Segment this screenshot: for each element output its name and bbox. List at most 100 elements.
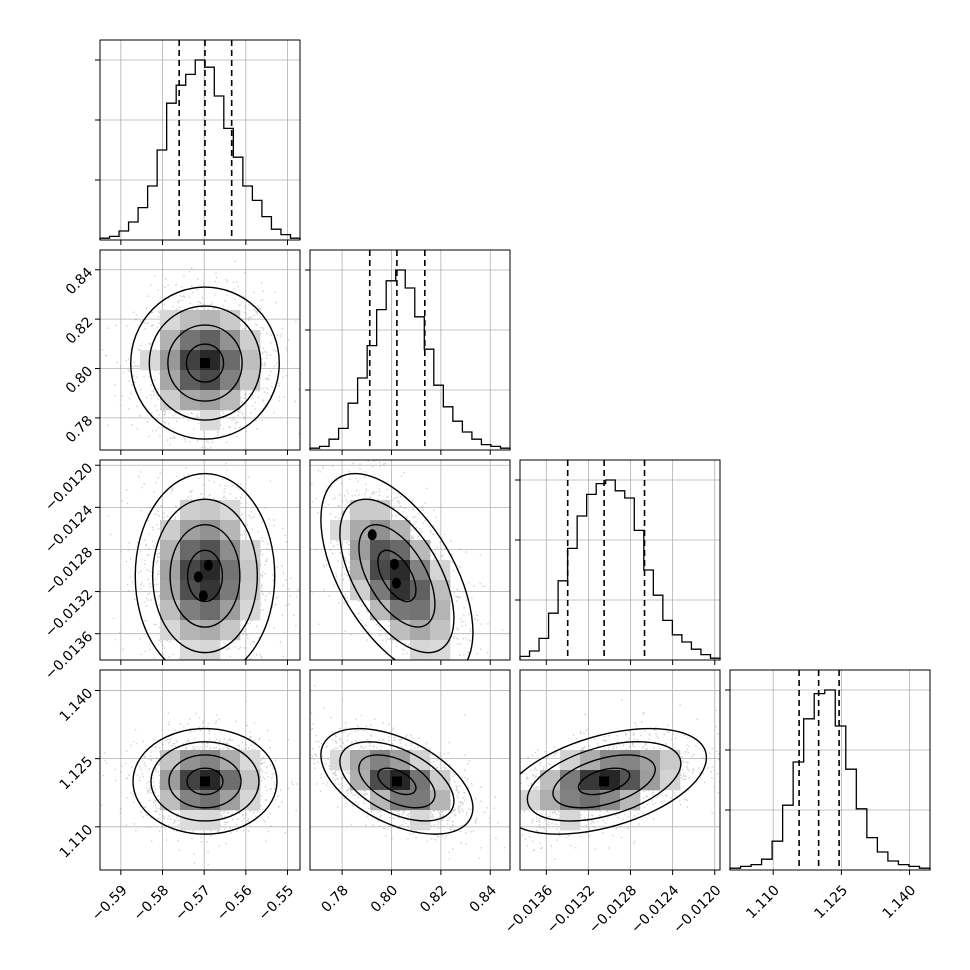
histogram-bar <box>358 378 368 450</box>
density-cell <box>200 330 221 351</box>
x-tick-label: 0.80 <box>368 882 401 915</box>
histogram-panel-4 <box>725 669 931 875</box>
histogram-bar <box>329 439 339 450</box>
contour-level-3 <box>150 741 260 822</box>
histogram-bar <box>262 217 272 240</box>
histogram-step-line <box>99 59 301 240</box>
density-cell <box>430 620 451 641</box>
density-cell <box>160 580 181 601</box>
histogram-panel-3 <box>515 459 721 665</box>
density-cell <box>580 770 601 791</box>
histogram-bar <box>856 809 867 870</box>
x-tick-label: −0.57 <box>172 882 214 924</box>
density-cell <box>350 750 371 771</box>
histogram-bar <box>762 859 773 870</box>
histogram-bar <box>539 638 549 660</box>
histogram-bar <box>825 690 836 870</box>
histogram-bar <box>867 838 878 870</box>
density-peak <box>198 590 208 602</box>
density-cell <box>410 640 431 660</box>
panel-frame <box>309 459 511 661</box>
panel-content <box>310 460 504 660</box>
histogram-bar <box>682 642 692 660</box>
density-cell <box>370 560 391 581</box>
contour-level-3 <box>526 741 682 822</box>
density-cell <box>160 540 181 561</box>
histogram-bar <box>615 491 625 660</box>
density-cell <box>180 350 201 371</box>
x-tick-label: 1.125 <box>811 882 851 922</box>
y-tick-labels: 0.780.800.820.84−0.0136−0.0132−0.0128−0.… <box>42 265 96 862</box>
density-cell <box>430 560 451 581</box>
panel-content <box>107 460 299 660</box>
density-cell <box>410 750 431 771</box>
histogram-bar <box>281 235 291 240</box>
density-cell <box>200 500 221 521</box>
contour-level-3 <box>339 498 455 654</box>
density-cell <box>240 370 261 391</box>
density-cell <box>540 770 561 791</box>
contour-level-4 <box>132 727 278 835</box>
histogram-bar <box>157 150 167 240</box>
histogram-bar <box>415 317 425 450</box>
panel-frame <box>519 459 721 661</box>
histogram-bar <box>148 186 158 240</box>
density-cell <box>410 560 431 581</box>
histogram-bar <box>176 85 186 240</box>
contour-level-1 <box>186 767 224 796</box>
density-cell <box>350 540 371 561</box>
contour-level-1 <box>185 343 225 383</box>
density-cell <box>200 750 221 771</box>
density-cell <box>160 770 181 791</box>
density-cell <box>220 540 241 561</box>
contour-level-3 <box>151 498 259 654</box>
histogram-bar <box>653 595 663 660</box>
histogram-bar <box>339 428 349 450</box>
density-peak <box>200 776 210 787</box>
histogram-bar <box>888 861 899 870</box>
histogram-bar <box>634 530 644 660</box>
density-cell <box>240 350 261 371</box>
panel-frame <box>519 669 721 871</box>
contour-level-4 <box>320 472 474 660</box>
density-cell <box>220 770 241 791</box>
histogram-bar <box>367 346 377 450</box>
density-cell <box>620 770 641 791</box>
x-tick-label: 0.82 <box>417 882 450 915</box>
density-cell <box>660 770 681 791</box>
x-tick-label: 1.110 <box>743 882 783 922</box>
density-peak <box>193 571 203 583</box>
histogram-bar <box>568 548 578 660</box>
histogram-bar <box>443 407 453 450</box>
histogram-bar <box>186 74 196 240</box>
histogram-bar <box>530 651 540 660</box>
density-cell <box>580 750 601 771</box>
histogram-bar <box>625 498 635 660</box>
density-cell <box>410 540 431 561</box>
density-cell <box>410 600 431 621</box>
panel-frame <box>99 39 301 241</box>
density-cell <box>180 330 201 351</box>
density-cell <box>240 560 261 581</box>
density-cell <box>200 520 221 541</box>
histogram-bar <box>701 655 711 660</box>
panel-frame <box>309 669 511 871</box>
density-cell <box>370 500 391 521</box>
histogram-bar <box>663 620 673 660</box>
density-cell <box>220 560 241 581</box>
density-cell <box>240 330 261 351</box>
density-cell <box>180 540 201 561</box>
histogram-bar <box>434 385 444 450</box>
density-cell <box>160 790 181 811</box>
density-cell <box>370 540 391 561</box>
density-cell <box>390 620 411 641</box>
y-tick-label: 1.140 <box>57 685 97 725</box>
density-cell <box>540 790 561 811</box>
density-cell <box>220 520 241 541</box>
density-cell <box>160 350 181 371</box>
contour-level-2 <box>167 324 243 402</box>
y-tick-label: 0.84 <box>63 265 96 298</box>
panel-frame <box>309 249 511 451</box>
density-cell <box>370 600 391 621</box>
contour-level-2 <box>168 754 242 809</box>
